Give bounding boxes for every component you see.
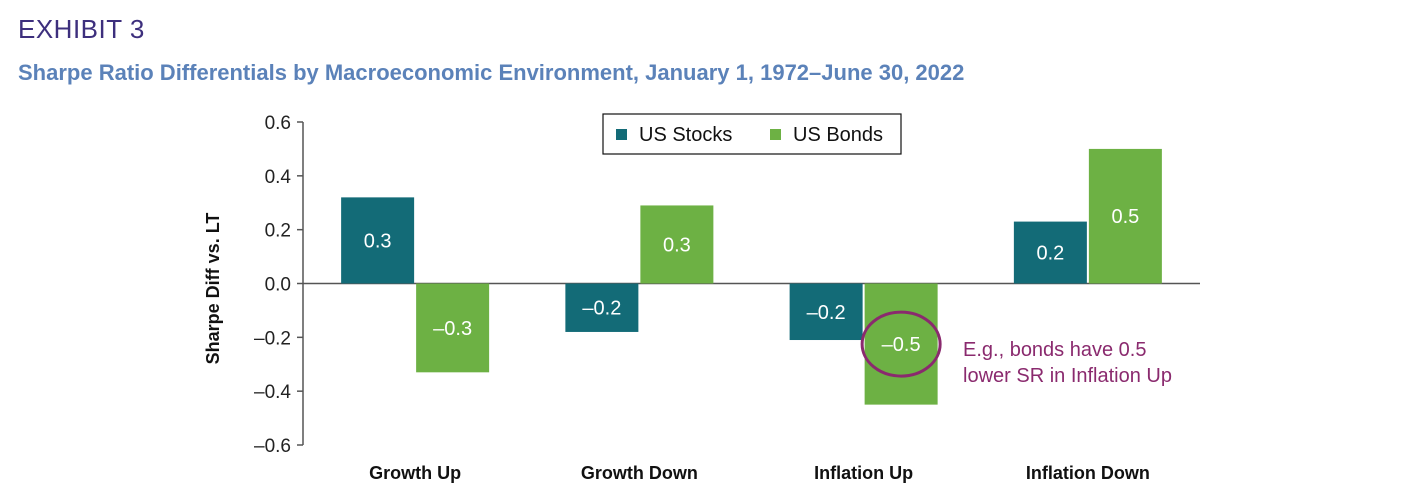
bar — [341, 197, 415, 284]
axes: 0.6 0.4 0.2 0.0 –0.2 –0.4 –0.6 Sharpe Diff vs. … — [203, 113, 1200, 483]
legend-swatch — [616, 129, 627, 140]
bar — [640, 205, 714, 284]
data-label: –0.3 — [433, 318, 472, 340]
y-tick-label: –0.6 — [254, 436, 291, 457]
legend-box — [602, 113, 902, 155]
annotation-text: lower SR in Inflation Up — [963, 365, 1172, 387]
data-label: –0.2 — [582, 298, 621, 320]
y-tick-label: 0.6 — [265, 113, 291, 134]
x-category-label: Growth Up — [369, 463, 461, 483]
legend-label: US Stocks — [639, 124, 732, 146]
x-category-label: Growth Down — [581, 463, 698, 483]
y-tick-label: 0.2 — [265, 221, 291, 242]
y-tick-label: –0.2 — [254, 328, 291, 349]
legend-swatch — [770, 129, 781, 140]
legend: US Stocks US Bonds — [602, 113, 902, 155]
bars — [341, 148, 1162, 405]
annotation-circle — [860, 310, 942, 378]
annotation: E.g., bonds have 0.5 lower SR in Inflatio… — [860, 310, 1172, 387]
data-label: 0.3 — [663, 234, 691, 256]
y-axis-title: Sharpe Diff vs. LT — [203, 213, 223, 365]
annotation-text: E.g., bonds have 0.5 — [963, 339, 1146, 361]
bar — [565, 283, 639, 332]
bar — [789, 283, 863, 341]
y-tick-label: 0.0 — [265, 275, 291, 296]
exhibit-label: EXHIBIT 3 — [18, 14, 145, 44]
data-label: 0.5 — [1111, 206, 1139, 228]
bar — [416, 283, 490, 373]
chart-subtitle: Sharpe Ratio Differentials by Macroecono… — [18, 60, 965, 85]
x-category-label: Inflation Down — [1026, 463, 1150, 483]
data-label: –0.5 — [882, 334, 921, 356]
bar — [864, 283, 938, 405]
data-label: 0.2 — [1036, 243, 1064, 265]
data-label: 0.3 — [364, 230, 392, 252]
y-tick-label: 0.4 — [265, 167, 292, 188]
data-labels: 0.3 –0.3 –0.2 0.3 –0.2 –0.5 0.2 0.5 — [364, 206, 1140, 356]
legend-label: US Bonds — [793, 124, 883, 146]
bar — [1088, 148, 1162, 284]
x-category-label: Inflation Up — [814, 463, 913, 483]
data-label: –0.2 — [807, 302, 846, 324]
bar — [1013, 221, 1087, 284]
y-tick-label: –0.4 — [254, 382, 291, 403]
